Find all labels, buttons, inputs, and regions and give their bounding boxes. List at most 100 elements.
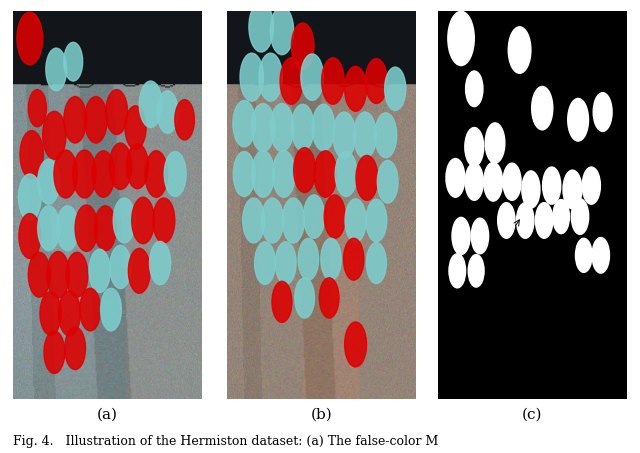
Circle shape [127, 144, 148, 189]
Circle shape [485, 123, 505, 163]
Circle shape [145, 151, 168, 197]
Circle shape [38, 206, 60, 251]
Circle shape [575, 238, 592, 272]
Circle shape [344, 66, 367, 111]
Circle shape [233, 101, 255, 147]
Text: Fig. 4.   Illustration of the Hermiston dataset: (a) The false-color M: Fig. 4. Illustration of the Hermiston da… [13, 435, 438, 448]
Circle shape [536, 202, 553, 238]
Circle shape [592, 237, 609, 273]
Circle shape [140, 81, 162, 128]
Circle shape [66, 252, 88, 297]
Circle shape [344, 238, 364, 280]
Circle shape [378, 160, 398, 203]
Circle shape [270, 7, 294, 55]
Circle shape [240, 53, 264, 101]
Circle shape [28, 90, 47, 127]
Circle shape [132, 197, 154, 244]
Circle shape [321, 238, 341, 280]
Circle shape [291, 23, 314, 69]
Circle shape [43, 111, 66, 159]
Circle shape [80, 288, 100, 331]
Circle shape [291, 104, 314, 151]
Circle shape [303, 195, 324, 238]
Circle shape [298, 238, 319, 280]
Circle shape [593, 93, 612, 131]
Circle shape [282, 198, 304, 243]
Circle shape [56, 206, 79, 251]
Circle shape [322, 58, 344, 104]
Circle shape [572, 199, 589, 234]
Circle shape [319, 278, 339, 318]
Circle shape [64, 42, 83, 81]
Circle shape [553, 200, 570, 234]
Circle shape [125, 106, 146, 149]
Circle shape [508, 27, 531, 73]
Circle shape [270, 103, 294, 152]
Circle shape [243, 198, 264, 243]
Circle shape [324, 195, 346, 238]
Circle shape [272, 281, 292, 323]
Circle shape [106, 90, 127, 135]
Circle shape [335, 152, 357, 197]
Circle shape [333, 112, 356, 159]
Text: (c): (c) [522, 408, 543, 422]
Circle shape [465, 163, 483, 200]
Circle shape [28, 252, 50, 297]
Circle shape [344, 322, 367, 367]
Circle shape [47, 251, 69, 298]
Circle shape [385, 67, 406, 111]
Circle shape [294, 148, 316, 193]
Circle shape [503, 163, 521, 200]
Circle shape [522, 171, 540, 208]
Circle shape [295, 278, 314, 318]
Circle shape [468, 255, 484, 287]
Circle shape [40, 292, 61, 335]
Circle shape [301, 54, 323, 101]
Circle shape [273, 151, 295, 197]
Circle shape [20, 130, 44, 178]
Circle shape [275, 242, 296, 284]
Circle shape [498, 202, 515, 238]
Circle shape [365, 58, 387, 103]
Circle shape [19, 174, 41, 221]
Circle shape [314, 151, 337, 197]
Circle shape [58, 291, 81, 336]
Circle shape [366, 242, 387, 284]
Circle shape [312, 104, 335, 151]
Circle shape [100, 288, 122, 331]
Text: (b): (b) [310, 408, 332, 422]
Circle shape [366, 199, 387, 242]
Circle shape [532, 87, 553, 130]
Circle shape [153, 198, 175, 243]
Circle shape [157, 91, 178, 133]
Circle shape [129, 248, 150, 293]
Circle shape [64, 96, 86, 143]
Circle shape [471, 218, 488, 254]
Circle shape [38, 159, 60, 204]
Circle shape [84, 96, 107, 143]
Circle shape [356, 155, 378, 200]
Circle shape [543, 167, 561, 204]
Circle shape [17, 12, 43, 65]
Circle shape [345, 199, 366, 242]
Circle shape [255, 242, 275, 284]
Circle shape [262, 198, 284, 243]
Circle shape [89, 249, 110, 293]
Circle shape [448, 11, 474, 66]
Circle shape [568, 98, 589, 141]
Circle shape [92, 151, 115, 197]
Circle shape [252, 151, 275, 197]
Circle shape [375, 113, 397, 158]
Circle shape [73, 150, 96, 198]
Circle shape [452, 217, 470, 255]
Circle shape [150, 241, 171, 285]
Circle shape [446, 159, 465, 197]
Circle shape [75, 205, 98, 251]
Circle shape [44, 331, 65, 373]
Circle shape [582, 167, 600, 204]
Circle shape [259, 53, 282, 101]
Circle shape [65, 327, 86, 370]
Circle shape [19, 213, 41, 258]
Circle shape [465, 71, 483, 106]
Circle shape [249, 2, 273, 52]
